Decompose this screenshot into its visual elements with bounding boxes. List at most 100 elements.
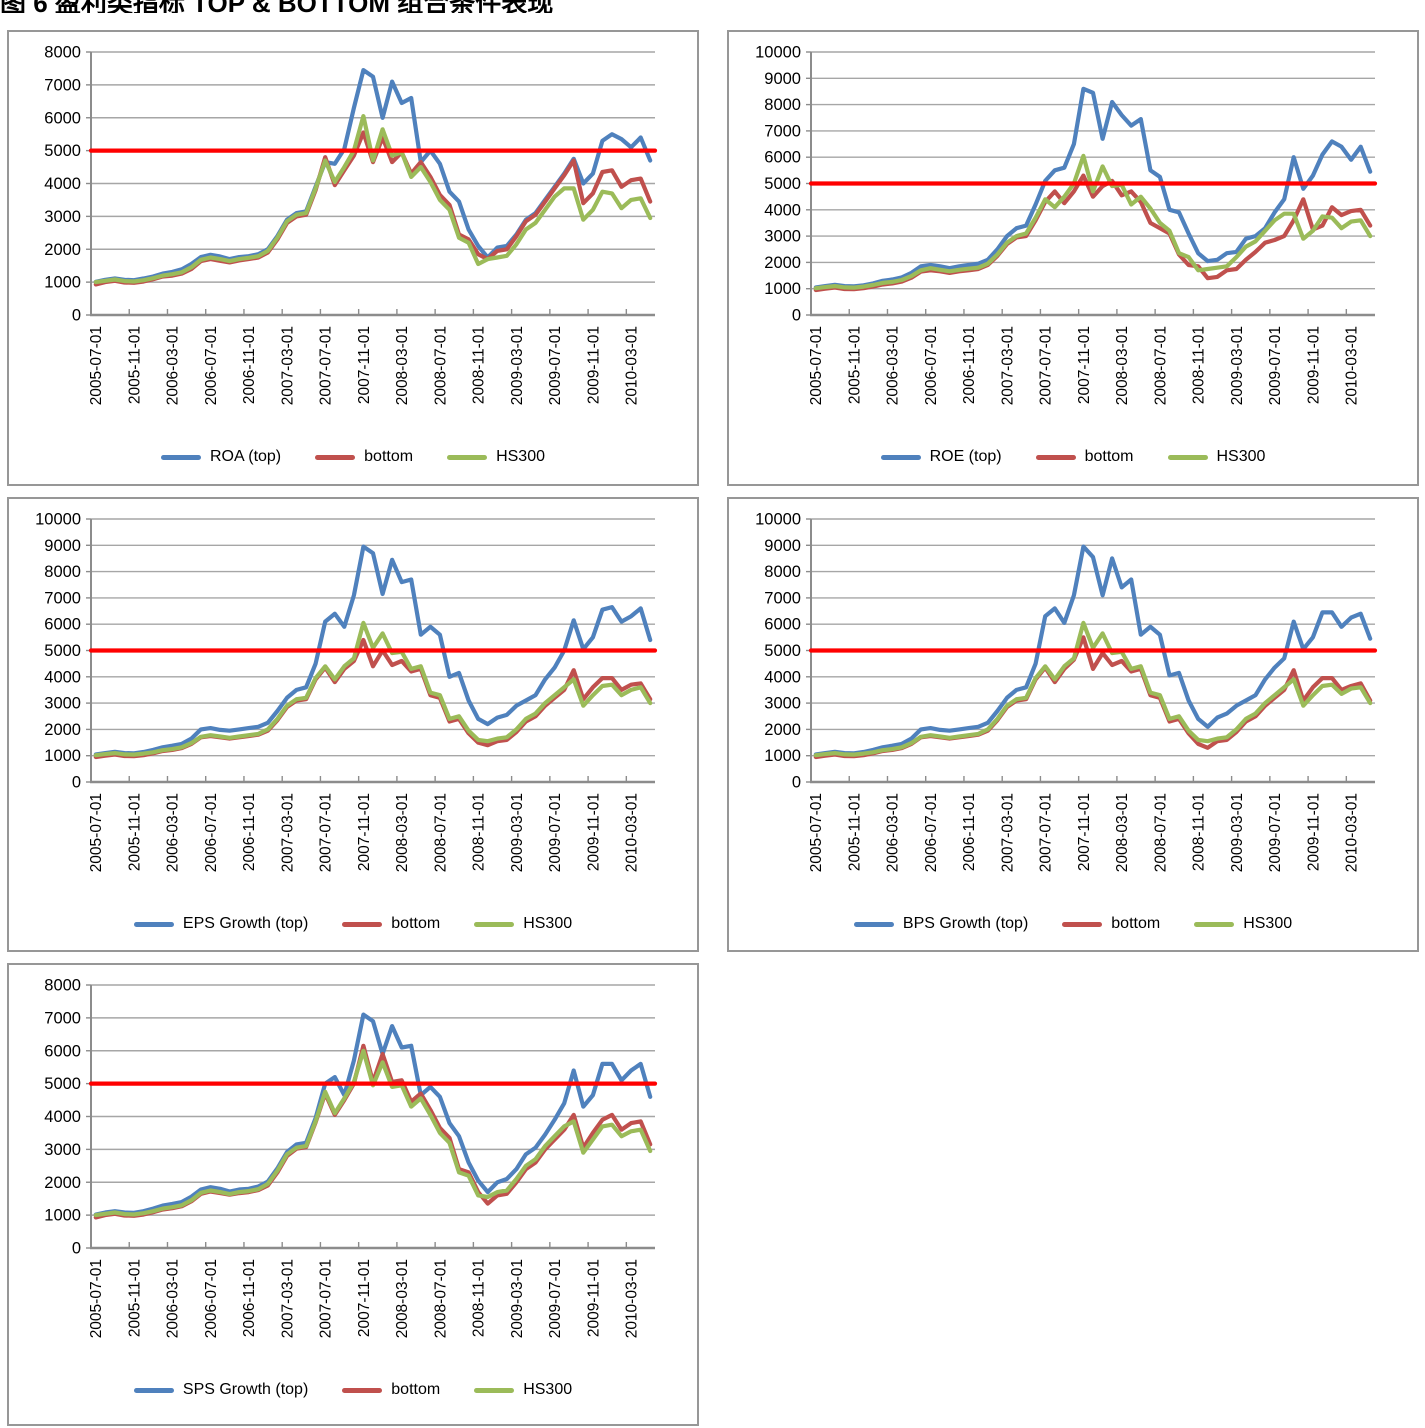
chart-roa: 0 1000 2000 3000 4000 5000 6000 7000 8000 2005-07… [7,30,699,486]
x-tick-label: 2008-07-01 [432,793,449,872]
x-tick-label: 2005-11-01 [846,793,863,871]
x-tick-label: 2007-07-01 [318,1259,335,1338]
x-tick-label: 2006-03-01 [885,793,902,872]
y-tick-label: 6000 [764,149,801,167]
y-tick-label: 2000 [44,1174,81,1192]
y-tick-label: 7000 [764,122,801,140]
y-tick-label: 8000 [764,96,801,114]
x-tick-label: 2007-03-01 [279,1259,296,1338]
series-line-bottom [93,1043,653,1220]
x-tick-label: 2005-07-01 [88,1259,105,1338]
x-tick-label: 2010-03-01 [624,326,641,405]
y-tick-label: 6000 [44,1042,81,1060]
legend-item-hs300: HS300 [1167,448,1266,466]
legend-item-top: ROE (top) [880,448,1002,466]
chart-roe: 0 1000 2000 3000 4000 5000 6000 7000 8000 9000 100… [727,30,1419,486]
legend-label-bottom: bottom [391,1381,441,1398]
x-tick-label: 2008-11-01 [471,793,488,871]
legend-label-top: EPS Growth (top) [182,915,309,932]
series-line-top [93,67,653,284]
x-tick-label: 2007-07-01 [1038,326,1055,405]
chart-eps-growth: 0 1000 2000 3000 4000 5000 6000 7000 8000 9000 100… [7,497,699,952]
x-tick-label: 2009-03-01 [509,1259,526,1338]
legend-label-hs300: HS300 [1216,448,1266,465]
x-tick-label: 2005-07-01 [88,326,105,405]
x-tick-label: 2005-07-01 [808,326,825,405]
y-tick-label: 10000 [755,511,801,529]
x-tick-label: 2009-03-01 [509,326,526,405]
x-tick-label: 2005-11-01 [126,326,143,404]
y-tick-label: 7000 [44,76,81,94]
y-tick-label: 0 [792,307,801,325]
legend-item-bottom: bottom [342,915,440,933]
figure-title-clip: 图 6 盈利类指标 TOP & BOTTOM 组合条件表现 [0,0,860,13]
x-tick-label: 2009-11-01 [1305,793,1322,871]
y-tick-label: 0 [72,1240,81,1258]
y-tick-label: 3000 [764,695,801,713]
series-line-hs300 [813,620,1373,758]
x-tick-label: 2009-03-01 [1229,326,1246,405]
legend-label-hs300: HS300 [496,448,545,465]
y-tick-label: 9000 [764,70,801,88]
top-line-swatch [133,921,174,927]
y-tick-label: 7000 [764,589,801,607]
legend-label-top: ROA (top) [210,448,282,465]
x-tick-label: 2006-07-01 [923,793,940,872]
series-line-hs300 [813,153,1373,291]
legend-label-top: BPS Growth (top) [902,915,1029,932]
x-tick-label: 2008-03-01 [1114,326,1131,405]
x-tick-label: 2009-03-01 [509,793,526,872]
y-tick-label: 9000 [764,537,801,555]
x-tick-label: 2009-07-01 [1267,793,1284,872]
y-tick-label: 9000 [44,537,81,555]
bottom-line-swatch [342,1387,383,1393]
legend-label-bottom: bottom [391,915,441,932]
x-tick-label: 2009-11-01 [585,1259,602,1337]
x-tick-label: 2010-03-01 [624,793,641,872]
bottom-line-swatch [315,454,356,460]
y-tick-label: 4000 [44,668,81,686]
x-tick-label: 2009-07-01 [547,326,564,405]
x-tick-label: 2006-07-01 [203,326,220,405]
x-tick-label: 2007-11-01 [356,793,373,871]
bottom-line-swatch [1062,921,1103,927]
y-tick-label: 1000 [44,1207,81,1225]
x-tick-label: 2005-11-01 [126,793,143,871]
x-tick-label: 2008-07-01 [432,326,449,405]
series-line-hs300 [93,620,653,758]
legend-item-hs300: HS300 [447,448,545,466]
x-tick-label: 2008-03-01 [1114,793,1131,872]
top-line-swatch [880,454,921,460]
x-tick-label: 2008-03-01 [394,1259,411,1338]
x-tick-label: 2006-03-01 [885,326,902,405]
x-tick-label: 2008-11-01 [471,1259,488,1337]
x-tick-label: 2007-11-01 [356,326,373,404]
y-tick-label: 4000 [44,1108,81,1126]
legend-roe: ROE (top) bottom HS300 [729,448,1417,466]
x-tick-label: 2007-11-01 [1076,326,1093,404]
legend-item-bottom: bottom [342,1381,440,1399]
figure-title: 图 6 盈利类指标 TOP & BOTTOM 组合条件表现 [0,0,860,13]
x-tick-label: 2006-03-01 [165,1259,182,1338]
legend-item-hs300: HS300 [1194,915,1292,933]
top-line-swatch [161,454,201,460]
x-tick-label: 2009-11-01 [1305,326,1322,404]
y-tick-label: 1000 [764,747,801,765]
y-tick-label: 7000 [44,1009,81,1027]
x-tick-label: 2007-03-01 [999,793,1016,872]
y-tick-label: 8000 [764,563,801,581]
y-tick-label: 0 [72,774,81,792]
y-tick-label: 10000 [35,511,81,529]
legend-item-hs300: HS300 [474,1381,572,1399]
x-tick-label: 2007-07-01 [318,793,335,872]
x-tick-label: 2006-03-01 [165,793,182,872]
x-tick-label: 2007-11-01 [1076,793,1093,871]
x-tick-label: 2007-11-01 [356,1259,373,1337]
legend-label-hs300: HS300 [1243,915,1293,932]
sps-growth-chart-plot: 0 1000 2000 3000 4000 5000 6000 7000 8000 2005-07… [44,977,658,1338]
y-tick-label: 1000 [764,280,801,298]
hs300-line-swatch [447,454,488,460]
legend-item-top: SPS Growth (top) [133,1381,308,1399]
x-tick-label: 2005-11-01 [126,1259,143,1337]
x-tick-label: 2010-03-01 [1344,326,1361,405]
